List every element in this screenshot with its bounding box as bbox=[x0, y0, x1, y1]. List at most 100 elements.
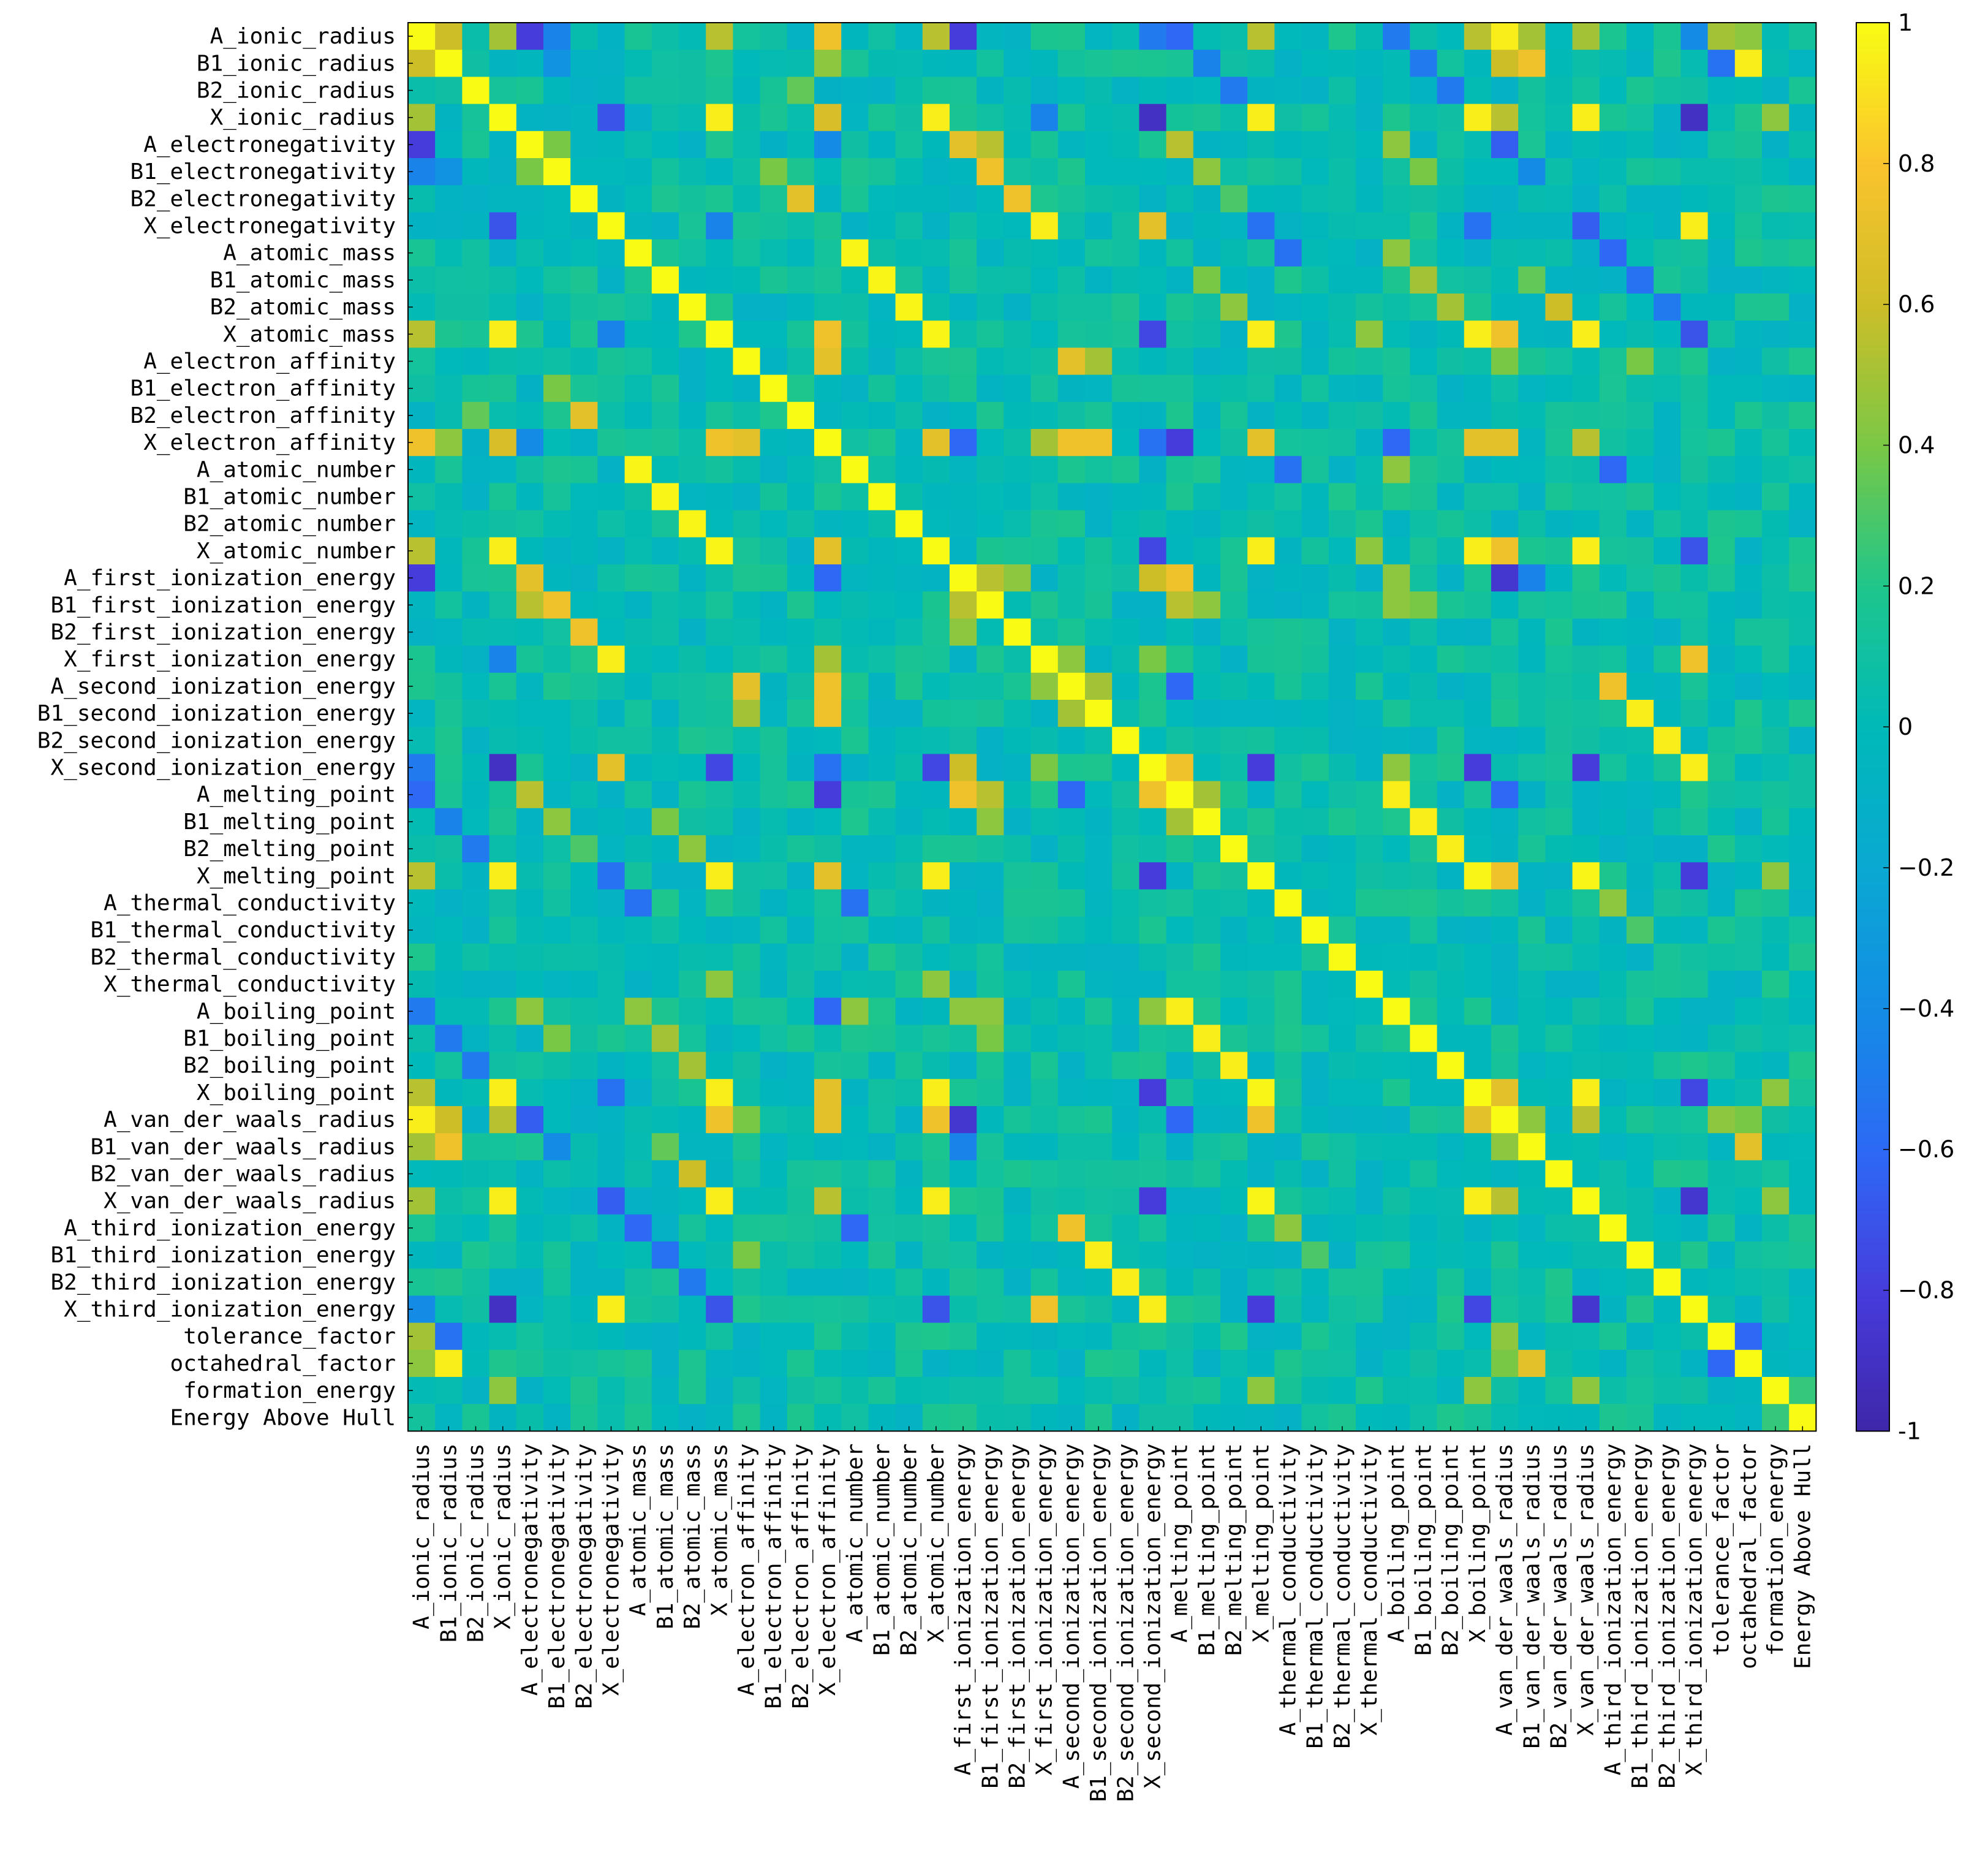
heatmap-cell bbox=[1627, 1025, 1654, 1053]
colorbar-segment bbox=[1856, 192, 1889, 200]
heatmap-cell bbox=[950, 1349, 977, 1378]
heatmap-cell bbox=[1627, 294, 1654, 321]
x-tick-label: X_electronegativity bbox=[599, 1443, 624, 1696]
heatmap-cell bbox=[1464, 104, 1492, 132]
heatmap-cell bbox=[1410, 1187, 1438, 1215]
heatmap-cell bbox=[516, 294, 544, 321]
heatmap-cell bbox=[516, 347, 544, 376]
heatmap-cell bbox=[787, 401, 815, 430]
x-tick-label: X_first_ionization_energy bbox=[1032, 1443, 1057, 1775]
heatmap-cell bbox=[1491, 1322, 1519, 1351]
heatmap-cell bbox=[1789, 1349, 1816, 1378]
y-tick-label: B1_electronegativity bbox=[130, 159, 396, 184]
heatmap-cell bbox=[868, 645, 896, 673]
colorbar-segment bbox=[1856, 1096, 1889, 1103]
heatmap-cell bbox=[1437, 591, 1465, 619]
heatmap-cell bbox=[1518, 781, 1546, 809]
heatmap-cell bbox=[760, 591, 788, 619]
heatmap-cell bbox=[787, 591, 815, 619]
heatmap-cell bbox=[1464, 320, 1492, 348]
colorbar-segment bbox=[1856, 1284, 1889, 1291]
heatmap-cell bbox=[841, 1052, 869, 1080]
heatmap-cell bbox=[787, 1349, 815, 1378]
heatmap-cell bbox=[597, 916, 626, 944]
heatmap-cell bbox=[1734, 998, 1763, 1025]
heatmap-cell bbox=[1654, 727, 1681, 754]
heatmap-cell bbox=[597, 537, 626, 565]
heatmap-cell bbox=[543, 1242, 571, 1269]
heatmap-cell bbox=[1464, 672, 1492, 700]
heatmap-cell bbox=[1030, 1133, 1059, 1161]
heatmap-cell bbox=[922, 239, 950, 267]
heatmap-cell bbox=[841, 781, 869, 809]
heatmap-cell bbox=[1220, 1268, 1248, 1296]
y-tick-label: Energy Above Hull bbox=[170, 1405, 396, 1430]
heatmap-cell bbox=[841, 645, 869, 673]
heatmap-cell bbox=[787, 131, 815, 159]
heatmap-cell bbox=[1057, 23, 1086, 50]
heatmap-cell bbox=[1193, 727, 1221, 754]
y-tick-label: X_third_ionization_energy bbox=[64, 1297, 396, 1322]
heatmap-cell bbox=[624, 564, 652, 592]
heatmap-cell bbox=[1383, 1242, 1410, 1269]
heatmap-cell bbox=[1085, 916, 1113, 944]
heatmap-cell bbox=[1139, 1025, 1167, 1053]
heatmap-cell bbox=[787, 1377, 815, 1405]
heatmap-cell bbox=[760, 564, 788, 592]
heatmap-cell bbox=[1247, 1025, 1275, 1053]
heatmap-cell bbox=[760, 347, 788, 376]
heatmap-cell bbox=[1328, 347, 1356, 376]
heatmap-cell bbox=[922, 104, 950, 132]
heatmap-cell bbox=[1572, 158, 1600, 186]
heatmap-cell bbox=[787, 998, 815, 1025]
heatmap-cell bbox=[679, 347, 706, 376]
heatmap-cell bbox=[1166, 104, 1194, 132]
heatmap-cell bbox=[1003, 971, 1032, 998]
heatmap-cell bbox=[679, 754, 706, 782]
heatmap-cell bbox=[570, 1187, 598, 1215]
heatmap-cell bbox=[1437, 1268, 1465, 1296]
heatmap-cell bbox=[1707, 998, 1736, 1025]
heatmap-cell bbox=[679, 212, 706, 240]
heatmap-cell bbox=[1410, 727, 1438, 754]
heatmap-cell bbox=[1464, 50, 1492, 77]
heatmap-cell bbox=[1654, 347, 1681, 376]
heatmap-cell bbox=[597, 971, 626, 998]
heatmap-cell bbox=[1085, 483, 1113, 511]
heatmap-cell bbox=[1247, 23, 1275, 50]
heatmap-cell bbox=[814, 889, 842, 917]
heatmap-cell bbox=[868, 862, 896, 890]
heatmap-cell bbox=[462, 1295, 490, 1324]
heatmap-cell bbox=[760, 1214, 788, 1242]
heatmap-cell bbox=[841, 1242, 869, 1269]
heatmap-cell bbox=[895, 998, 923, 1025]
colorbar-segment bbox=[1856, 333, 1889, 340]
heatmap-cell bbox=[489, 1242, 517, 1269]
heatmap-cell bbox=[570, 266, 598, 294]
x-tick-label: tolerance_factor bbox=[1709, 1443, 1734, 1656]
heatmap-cell bbox=[1599, 1133, 1627, 1161]
heatmap-cell bbox=[922, 1377, 950, 1405]
heatmap-cell bbox=[1762, 889, 1790, 917]
heatmap-cell bbox=[1437, 1295, 1465, 1324]
heatmap-cell bbox=[950, 1268, 977, 1296]
heatmap-cell bbox=[1057, 645, 1086, 673]
heatmap-cell bbox=[516, 672, 544, 700]
heatmap-cell bbox=[1410, 1214, 1438, 1242]
colorbar-segment bbox=[1856, 1313, 1889, 1321]
heatmap-cell bbox=[868, 1079, 896, 1107]
heatmap-cell bbox=[706, 1079, 733, 1107]
heatmap-cell bbox=[977, 1160, 1004, 1188]
heatmap-cell bbox=[1572, 700, 1600, 727]
heatmap-cell bbox=[1356, 645, 1383, 673]
heatmap-cell bbox=[1301, 104, 1329, 132]
heatmap-cell bbox=[1464, 564, 1492, 592]
heatmap-cell bbox=[1654, 998, 1681, 1025]
heatmap-cell bbox=[1734, 239, 1763, 267]
heatmap-cell bbox=[570, 1160, 598, 1188]
heatmap-cell bbox=[922, 1106, 950, 1134]
heatmap-cell bbox=[1003, 131, 1032, 159]
heatmap-cell bbox=[868, 943, 896, 971]
heatmap-cell bbox=[651, 23, 679, 50]
heatmap-cell bbox=[977, 591, 1004, 619]
